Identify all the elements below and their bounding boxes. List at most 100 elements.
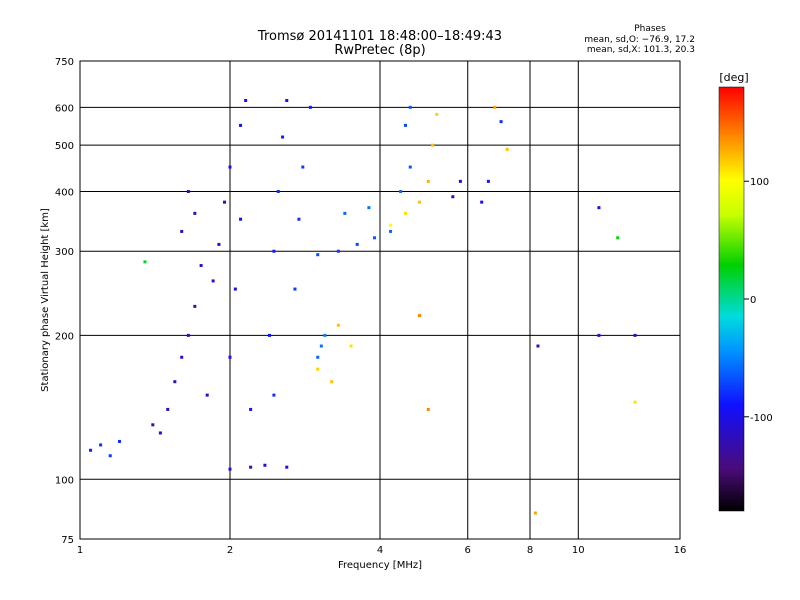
- data-point: [616, 236, 620, 240]
- data-point: [597, 333, 601, 337]
- data-point: [458, 179, 462, 183]
- data-point: [355, 242, 359, 246]
- data-point: [367, 206, 371, 210]
- data-point: [193, 304, 197, 308]
- x-tick-label: 2: [227, 545, 233, 556]
- y-tick-label: 75: [61, 535, 74, 546]
- data-point: [117, 439, 121, 443]
- y-ticks: 75 100 200 300 400 500 600 750: [55, 57, 74, 546]
- data-point: [239, 217, 243, 221]
- data-point: [205, 393, 209, 397]
- data-point: [281, 135, 285, 139]
- data-point: [180, 355, 184, 359]
- data-point: [180, 229, 184, 233]
- x-tick-label: 10: [572, 545, 585, 556]
- data-point: [249, 407, 253, 411]
- colorbar-ticks: 100 0 -100: [744, 177, 773, 424]
- chart-title: Tromsø 20141101 18:48:00–18:49:43: [257, 29, 502, 44]
- data-point: [217, 242, 221, 246]
- colorbar-tick-label: 100: [750, 177, 769, 188]
- data-point: [316, 367, 320, 371]
- data-point: [143, 260, 147, 264]
- data-point: [173, 380, 177, 384]
- data-point: [480, 200, 484, 204]
- y-tick-label: 200: [55, 331, 74, 342]
- data-point: [319, 344, 323, 348]
- data-point: [193, 211, 197, 215]
- data-point: [211, 279, 215, 283]
- data-point: [223, 200, 227, 204]
- x-axis-label: Frequency [MHz]: [338, 560, 422, 571]
- x-tick-label: 8: [527, 545, 533, 556]
- data-point: [276, 189, 280, 193]
- data-point: [336, 323, 340, 327]
- data-point: [186, 189, 190, 193]
- data-point: [389, 229, 393, 233]
- data-point: [403, 211, 407, 215]
- data-point: [451, 195, 455, 199]
- data-point: [301, 165, 305, 169]
- data-point: [403, 123, 407, 127]
- data-point: [249, 465, 253, 469]
- colorbar-tick-label: 0: [750, 295, 756, 306]
- x-ticks: 1 2 4 6 8 10 16: [77, 545, 687, 556]
- data-point: [263, 463, 267, 467]
- data-point: [151, 423, 155, 427]
- data-point: [158, 431, 162, 435]
- data-point: [89, 448, 93, 452]
- colorbar: [718, 86, 745, 512]
- data-point: [435, 112, 439, 116]
- data-point: [408, 165, 412, 169]
- y-axis-label: Stationary phase Virtual Height [km]: [40, 208, 51, 392]
- data-point: [267, 333, 271, 337]
- data-point: [597, 206, 601, 210]
- data-point: [633, 400, 637, 404]
- data-point: [285, 99, 289, 103]
- colorbar-tick-label: -100: [750, 413, 773, 424]
- data-point: [533, 511, 537, 515]
- data-point: [316, 253, 320, 257]
- data-point: [486, 179, 490, 183]
- data-point: [493, 105, 497, 109]
- legend-title: Phases: [634, 24, 666, 34]
- data-points: [89, 99, 637, 515]
- data-point: [330, 380, 334, 384]
- data-point: [228, 467, 232, 471]
- data-point: [233, 287, 237, 291]
- data-point: [426, 179, 430, 183]
- y-tick-label: 750: [55, 57, 74, 68]
- data-point: [373, 236, 377, 240]
- data-point: [399, 189, 403, 193]
- data-point: [186, 333, 190, 337]
- data-point: [431, 143, 435, 147]
- data-point: [239, 123, 243, 127]
- y-tick-label: 100: [55, 475, 74, 486]
- data-point: [99, 443, 103, 447]
- data-point: [417, 314, 421, 318]
- colorbar-label: [deg]: [719, 71, 748, 84]
- y-tick-label: 500: [55, 141, 74, 152]
- legend-line-x: mean, sd,X: 101.3, 20.3: [587, 45, 695, 55]
- data-point: [349, 344, 353, 348]
- data-point: [293, 287, 297, 291]
- legend-line-o: mean, sd,O: −76.9, 17.2: [584, 35, 695, 45]
- data-point: [297, 217, 301, 221]
- data-point: [336, 249, 340, 253]
- data-point: [417, 200, 421, 204]
- data-point: [499, 120, 503, 124]
- data-point: [343, 211, 347, 215]
- data-point: [308, 105, 312, 109]
- chart-subtitle: RwPretec (8p): [334, 43, 425, 58]
- grid-lines: [80, 61, 680, 539]
- x-tick-label: 1: [77, 545, 83, 556]
- data-point: [408, 105, 412, 109]
- data-point: [536, 344, 540, 348]
- data-point: [272, 393, 276, 397]
- data-point: [108, 454, 112, 458]
- data-point: [228, 165, 232, 169]
- y-tick-label: 300: [55, 247, 74, 258]
- data-point: [272, 249, 276, 253]
- x-tick-label: 16: [674, 545, 687, 556]
- y-tick-label: 600: [55, 103, 74, 114]
